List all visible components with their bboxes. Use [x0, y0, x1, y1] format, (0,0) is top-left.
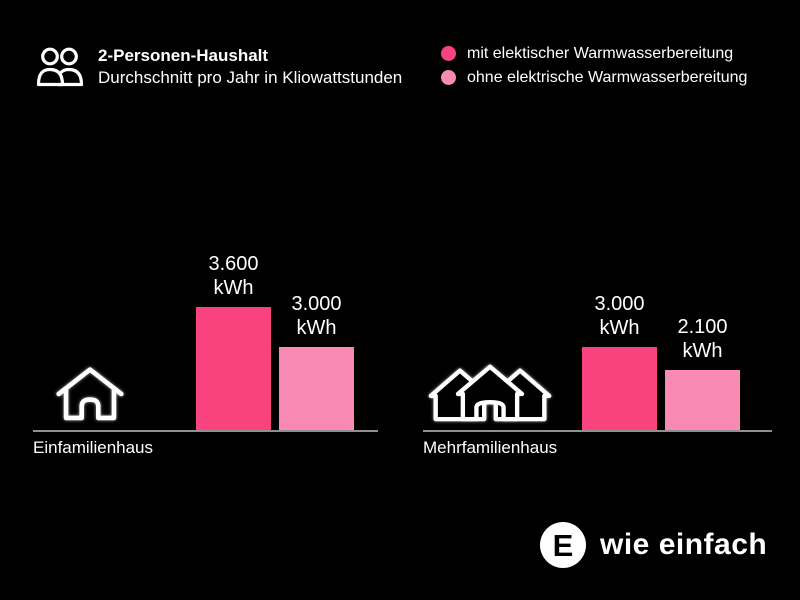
bar-mit: [196, 307, 271, 430]
chart-subtitle: Durchschnitt pro Jahr in Kliowattstunden: [98, 68, 403, 87]
chart-header: 2-Personen-Haushalt Durchschnitt pro Jah…: [34, 45, 402, 89]
chart-header-text: 2-Personen-Haushalt Durchschnitt pro Jah…: [98, 45, 402, 89]
logo-e-monogram-icon: E: [540, 522, 586, 568]
legend-label: ohne elektrische Warmwasserbereitung: [467, 69, 748, 86]
legend: mit elektischer Warmwasserbereitung ohne…: [441, 45, 747, 93]
bar-value-label: 3.000 kWh: [291, 293, 342, 339]
bar-with-label: 3.000 kWh: [279, 292, 354, 430]
bar-pair: 3.000 kWh 2.100 kWh: [582, 292, 740, 430]
legend-item-with-electric-water-heating: mit elektischer Warmwasserbereitung: [441, 45, 747, 62]
bar-with-label: 2.100 kWh: [665, 315, 740, 430]
brand-logo: E wie einfach: [540, 522, 767, 568]
bar-group-einfamilienhaus: 3.600 kWh 3.000 kWh Einfamilienhaus: [33, 230, 378, 457]
bar-value-label: 3.600 kWh: [208, 253, 259, 299]
chart-title: 2-Personen-Haushalt: [98, 46, 269, 65]
legend-label: mit elektischer Warmwasserbereitung: [467, 45, 734, 62]
logo-wordmark: wie einfach: [600, 528, 768, 561]
two-persons-icon: [34, 46, 86, 88]
bar-with-label: 3.600 kWh: [196, 252, 271, 430]
legend-dot-with-icon: [441, 46, 456, 61]
legend-dot-without-icon: [441, 70, 456, 85]
bar-with-label: 3.000 kWh: [582, 292, 657, 430]
bar-group-mehrfamilienhaus: 3.000 kWh 2.100 kWh Mehrfamilienhaus: [423, 230, 772, 457]
bar-value-label: 2.100 kWh: [677, 316, 728, 362]
bar-pair: 3.600 kWh 3.000 kWh: [196, 252, 354, 430]
bar-ohne: [279, 347, 354, 430]
bar-ohne: [665, 370, 740, 430]
multi-house-icon: [425, 359, 555, 428]
single-house-icon: [55, 365, 125, 428]
bar-value-label: 3.000 kWh: [594, 293, 645, 339]
bar-mit: [582, 347, 657, 430]
group-label-mehrfamilienhaus: Mehrfamilienhaus: [423, 438, 558, 457]
legend-item-without-electric-water-heating: ohne elektrische Warmwasserbereitung: [441, 69, 747, 86]
group-label-einfamilienhaus: Einfamilienhaus: [33, 438, 154, 457]
